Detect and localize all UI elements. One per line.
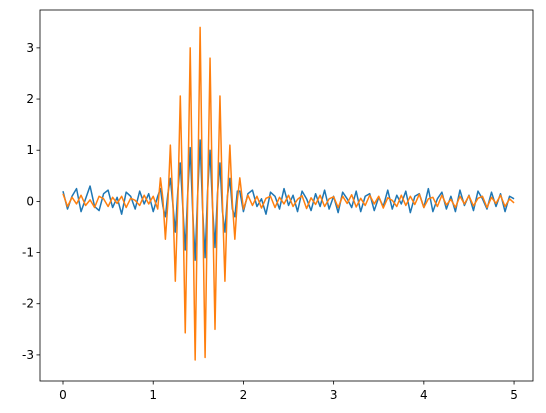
x-tick-label: 4 — [420, 388, 428, 402]
y-tick-label: 2 — [26, 92, 34, 106]
x-tick-label: 0 — [59, 388, 67, 402]
y-tick-label: -2 — [22, 297, 34, 311]
data-line — [62, 139, 515, 261]
x-tick-label: 5 — [510, 388, 518, 402]
data-line — [62, 26, 515, 361]
y-tick-label: 1 — [26, 143, 34, 157]
x-tick-label: 1 — [149, 388, 157, 402]
x-tick-label: 3 — [330, 388, 338, 402]
y-tick-label: 0 — [26, 194, 34, 208]
plot-frame — [39, 9, 534, 382]
y-tick-label: -3 — [22, 348, 34, 362]
y-tick-label: 3 — [26, 41, 34, 55]
x-tick-label: 2 — [240, 388, 248, 402]
y-tick-label: -1 — [22, 246, 34, 260]
